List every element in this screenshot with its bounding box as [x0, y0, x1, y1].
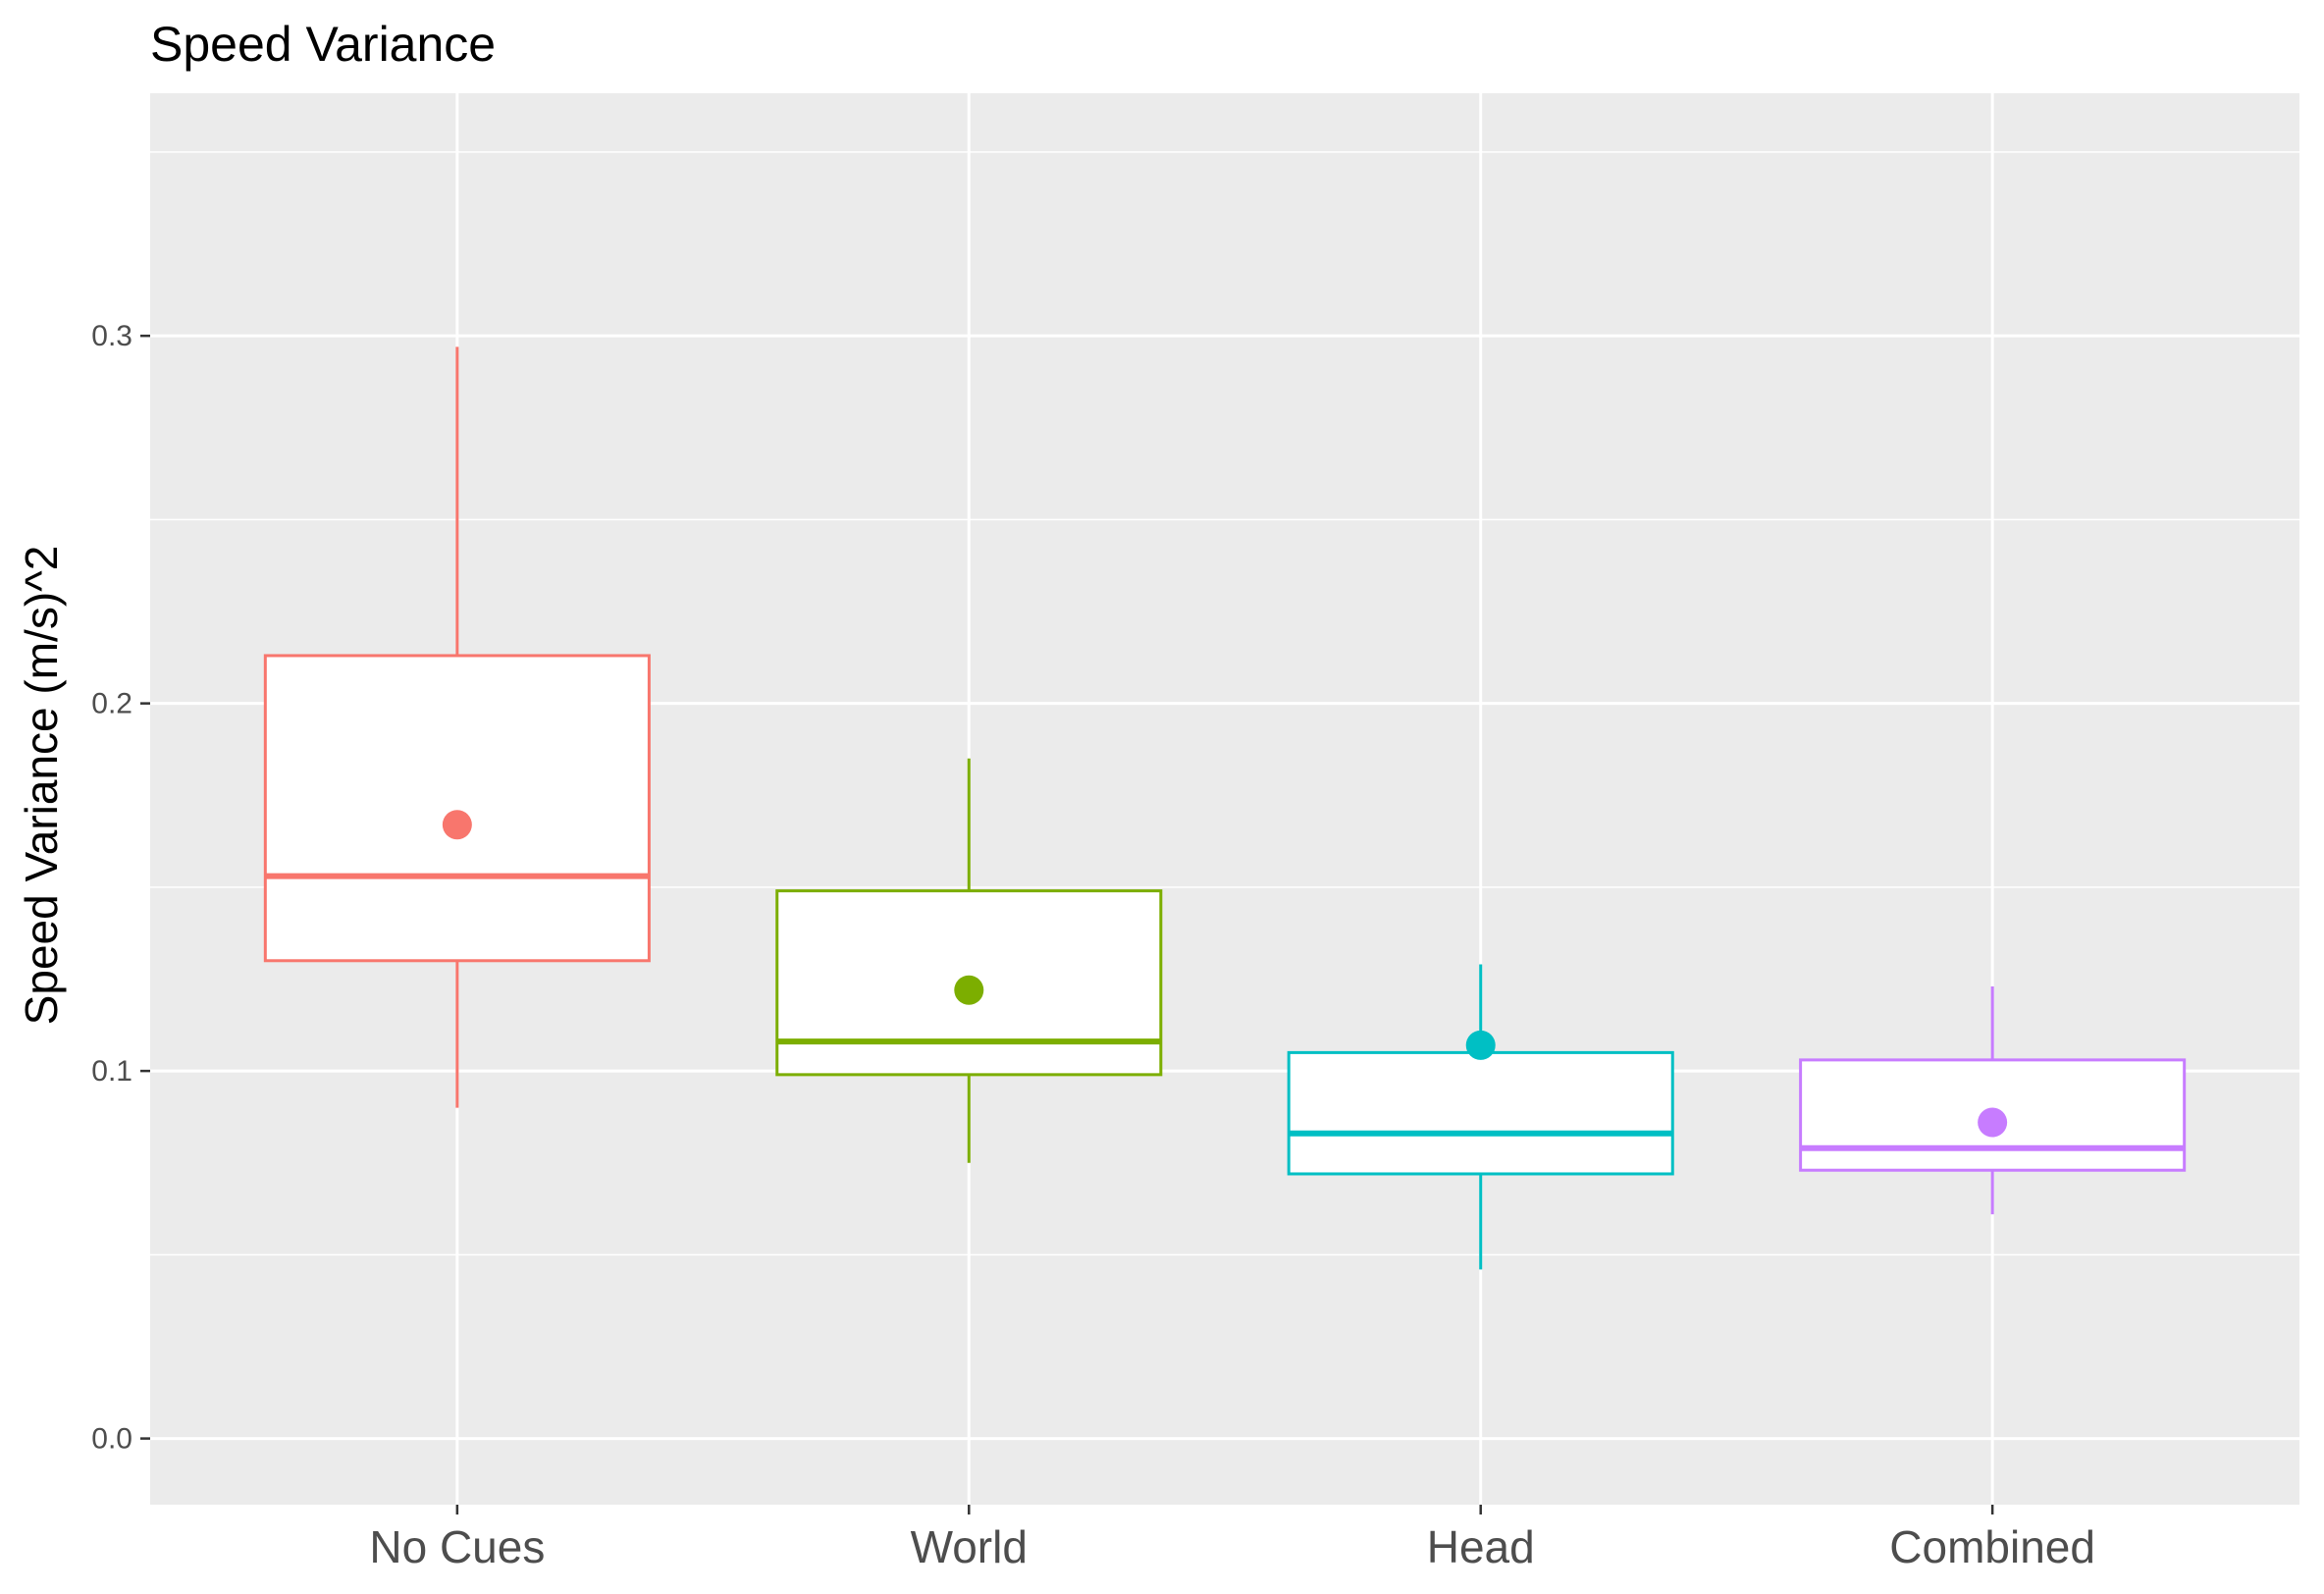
boxplot-no-cues	[263, 346, 651, 1108]
box-iqr	[263, 654, 651, 963]
mean-point	[1978, 1107, 2008, 1138]
boxplot-head	[1287, 964, 1674, 1270]
y-tick-label: 0.1	[91, 1055, 132, 1088]
mean-point	[954, 975, 984, 1005]
y-tick-label: 0.3	[91, 320, 132, 352]
mean-point	[1465, 1030, 1496, 1060]
y-axis-ticks: 0.0 0.1 0.2 0.3	[91, 320, 150, 1456]
chart-title: Speed Variance	[150, 17, 496, 72]
boxplots	[263, 346, 2187, 1270]
y-axis-label: Speed Variance (m/s)^2	[16, 546, 67, 1026]
x-tick-label: World	[911, 1521, 1028, 1572]
mean-point	[442, 810, 472, 840]
boxplot-world	[775, 758, 1163, 1163]
box-iqr	[1287, 1050, 1674, 1176]
y-tick-label: 0.0	[91, 1423, 132, 1456]
x-tick-label: Head	[1427, 1521, 1535, 1572]
boxplot-combined	[1799, 985, 2187, 1215]
x-tick-label: Combined	[1889, 1521, 2095, 1572]
x-tick-label: No Cues	[369, 1521, 545, 1572]
y-tick-label: 0.2	[91, 688, 132, 720]
x-axis-ticks: No Cues World Head Combined	[369, 1505, 2095, 1572]
